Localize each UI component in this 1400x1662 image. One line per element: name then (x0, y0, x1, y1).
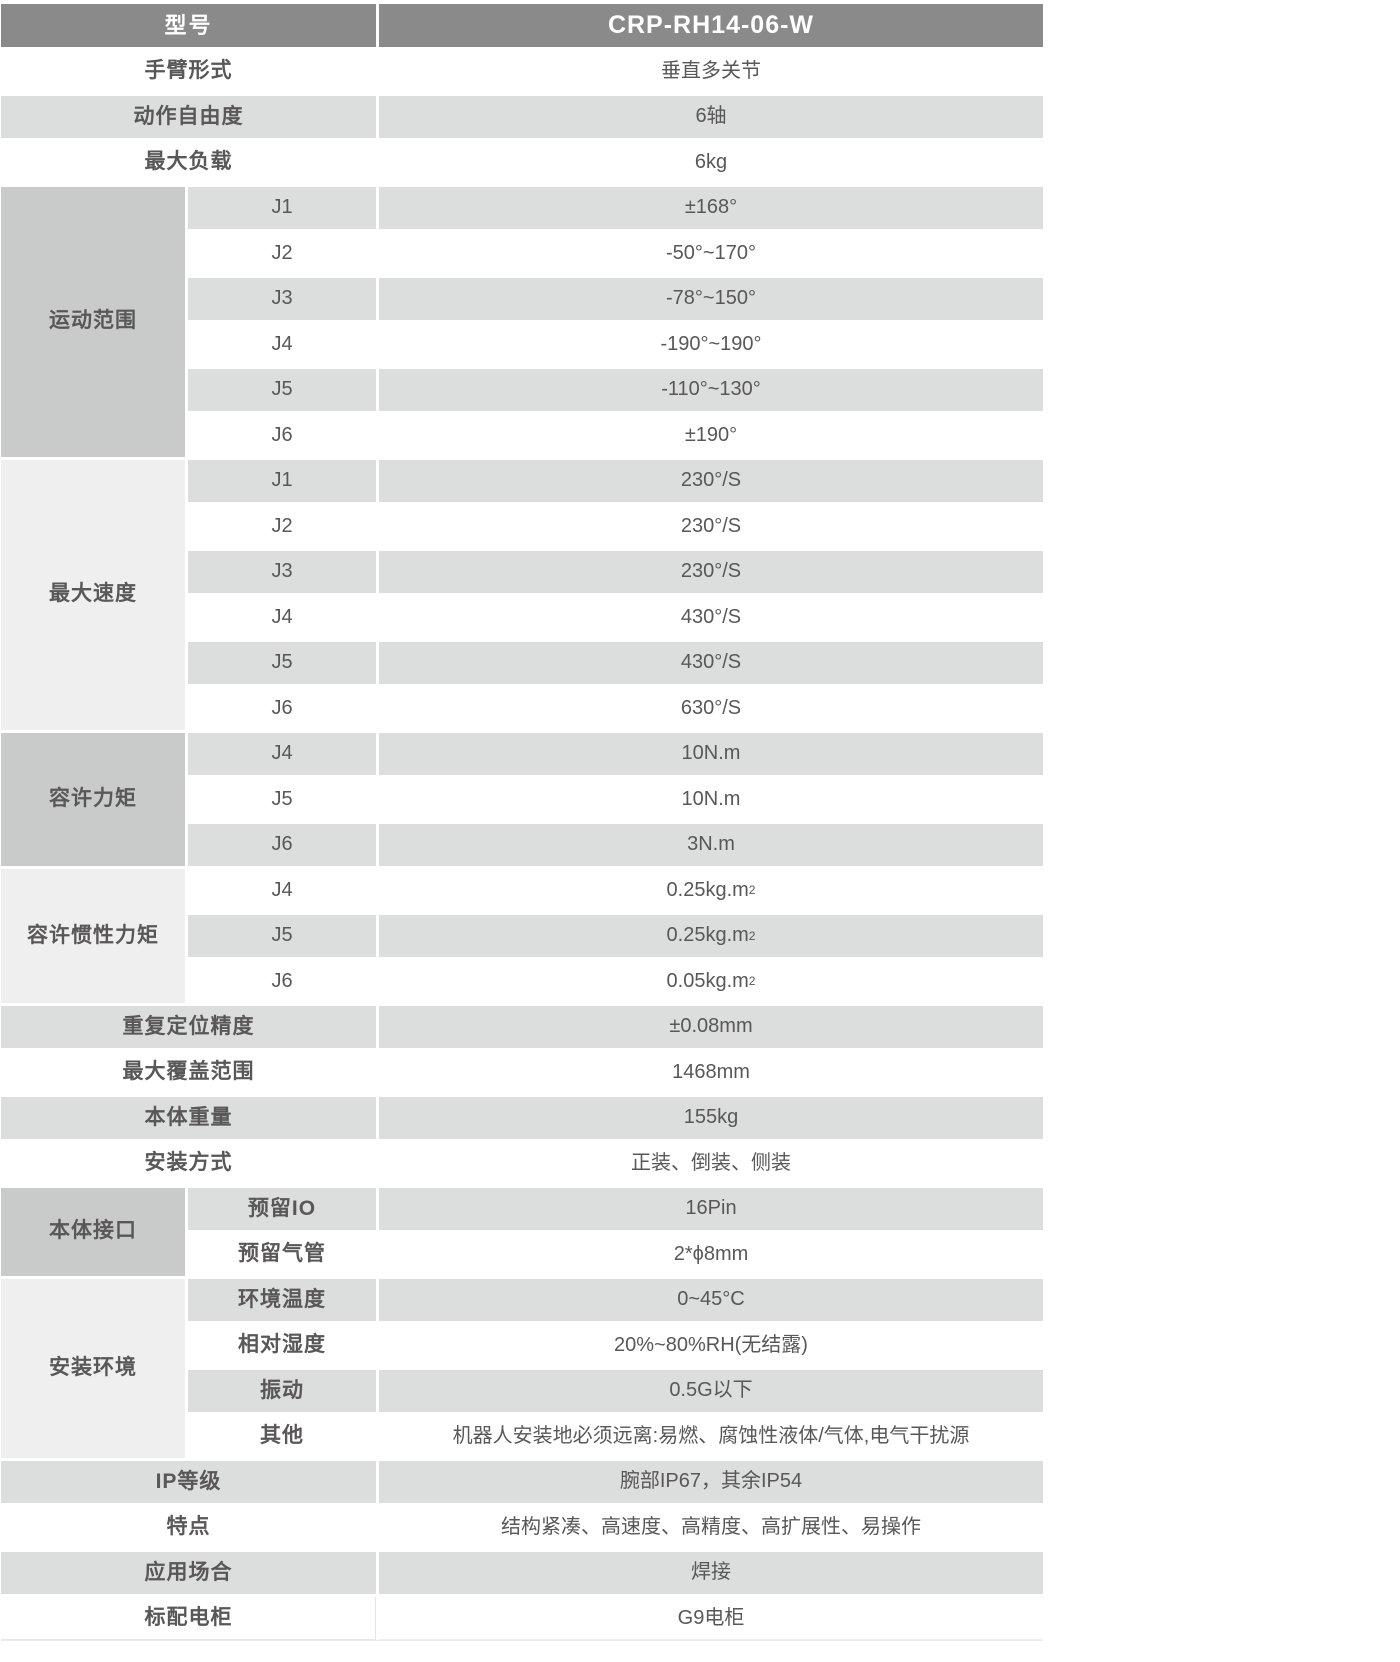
subrow-label: 预留IO (188, 1187, 376, 1230)
subrow-value: 0.25kg.m 2 (379, 869, 1043, 912)
section-label: 安装环境 (1, 1278, 185, 1458)
subrow-label: J5 (188, 641, 376, 684)
subrow-label: 预留气管 (188, 1233, 376, 1276)
subrow-label: 振动 (188, 1369, 376, 1412)
subrow-label: J1 (188, 459, 376, 502)
subrow-label: J6 (188, 687, 376, 730)
subrow-value: 230°/S (379, 459, 1043, 502)
row-value: ±0.08mm (379, 1005, 1043, 1048)
row-label: 手臂形式 (1, 50, 376, 93)
row-value: 焊接 (379, 1551, 1043, 1594)
row-label: 最大负载 (1, 141, 376, 184)
subrow-value: -190°~190° (379, 323, 1043, 366)
subrow-value: 10N.m (379, 732, 1043, 775)
subrow-value: 0.25kg.m 2 (379, 914, 1043, 957)
row-label: IP等级 (1, 1460, 376, 1503)
subrow-value: 16Pin (379, 1187, 1043, 1230)
subrow-value: 0.05kg.m 2 (379, 960, 1043, 1003)
subrow-value: 230°/S (379, 550, 1043, 593)
subrow-label: 相对湿度 (188, 1324, 376, 1367)
subrow-label: J4 (188, 323, 376, 366)
subrow-value: 机器人安装地必须远离:易燃、腐蚀性液体/气体,电气干扰源 (379, 1415, 1043, 1458)
subrow-label: J6 (188, 414, 376, 457)
row-value: G9电柜 (379, 1597, 1043, 1640)
row-label: 动作自由度 (1, 95, 376, 138)
row-label: 应用场合 (1, 1551, 376, 1594)
subrow-label: J6 (188, 960, 376, 1003)
row-value: 6kg (379, 141, 1043, 184)
subrow-value: 0.5G以下 (379, 1369, 1043, 1412)
subrow-label: J3 (188, 277, 376, 320)
row-label: 标配电柜 (1, 1597, 376, 1640)
subrow-value: 430°/S (379, 596, 1043, 639)
robot-spec-table: 型号 CRP-RH14-06-W 手臂形式 垂直多关节 动作自由度 6轴 最大负载 6kg… (1, 4, 1043, 1641)
subrow-value: 630°/S (379, 687, 1043, 730)
row-value: 1468mm (379, 1051, 1043, 1094)
subrow-label: J5 (188, 368, 376, 411)
section-label: 最大速度 (1, 459, 185, 730)
subrow-value: 430°/S (379, 641, 1043, 684)
subrow-value: ±168° (379, 186, 1043, 229)
subrow-label: J3 (188, 550, 376, 593)
subrow-label: J4 (188, 596, 376, 639)
subrow-value: 3N.m (379, 823, 1043, 866)
subrow-label: J6 (188, 823, 376, 866)
subrow-value: -50°~170° (379, 232, 1043, 275)
row-label: 安装方式 (1, 1142, 376, 1185)
row-label: 最大覆盖范围 (1, 1051, 376, 1094)
section-label: 本体接口 (1, 1187, 185, 1276)
row-label: 本体重量 (1, 1096, 376, 1139)
subrow-value: 0~45°C (379, 1278, 1043, 1321)
section-label: 运动范围 (1, 186, 185, 457)
row-label: 重复定位精度 (1, 1005, 376, 1048)
subrow-value: 230°/S (379, 505, 1043, 548)
subrow-value: 20%~80%RH(无结露) (379, 1324, 1043, 1367)
subrow-label: J5 (188, 778, 376, 821)
row-value: 腕部IP67，其余IP54 (379, 1460, 1043, 1503)
subrow-label: J4 (188, 732, 376, 775)
subrow-label: J2 (188, 232, 376, 275)
subrow-value: ±190° (379, 414, 1043, 457)
row-value: 结构紧凑、高速度、高精度、高扩展性、易操作 (379, 1506, 1043, 1549)
section-label: 容许力矩 (1, 732, 185, 866)
row-value: 6轴 (379, 95, 1043, 138)
row-value: 155kg (379, 1096, 1043, 1139)
spec-grid: 型号 CRP-RH14-06-W 手臂形式 垂直多关节 动作自由度 6轴 最大负载 6kg… (1, 4, 1043, 1640)
row-value: 垂直多关节 (379, 50, 1043, 93)
row-label: 特点 (1, 1506, 376, 1549)
model-header-value: CRP-RH14-06-W (379, 4, 1043, 47)
subrow-label: J1 (188, 186, 376, 229)
subrow-value: 10N.m (379, 778, 1043, 821)
subrow-value: 2*ϕ8mm (379, 1233, 1043, 1276)
subrow-label: J2 (188, 505, 376, 548)
subrow-label: 其他 (188, 1415, 376, 1458)
subrow-label: J5 (188, 914, 376, 957)
subrow-value: -78°~150° (379, 277, 1043, 320)
subrow-value: -110°~130° (379, 368, 1043, 411)
section-label: 容许惯性力矩 (1, 869, 185, 1003)
row-value: 正装、倒装、侧装 (379, 1142, 1043, 1185)
subrow-label: 环境温度 (188, 1278, 376, 1321)
model-header-label: 型号 (1, 4, 376, 47)
subrow-label: J4 (188, 869, 376, 912)
